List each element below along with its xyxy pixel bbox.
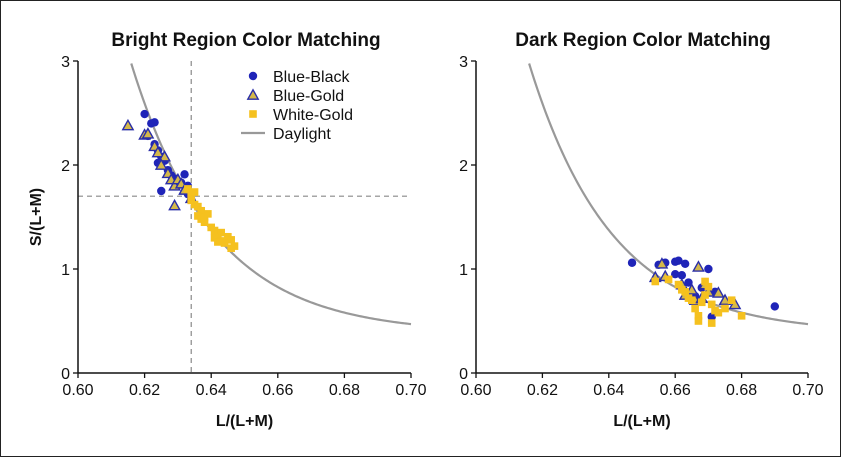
white-gold-point	[674, 280, 683, 289]
white-gold-point	[217, 228, 225, 237]
white-gold-point	[204, 210, 212, 218]
blue-gold-point	[711, 286, 725, 298]
blue-black-point	[677, 271, 687, 280]
blue-gold-point	[685, 283, 699, 295]
x-tick-label: 0.68	[726, 382, 757, 399]
white-gold-point	[707, 319, 716, 327]
white-gold-point	[214, 238, 222, 246]
white-gold-point	[678, 286, 686, 294]
y-tick-label: 3	[61, 54, 70, 71]
white-gold-point	[737, 312, 746, 320]
legend-blue-black-label: Blue-Black	[273, 69, 350, 86]
blue-black-point	[704, 264, 713, 274]
blue-gold-point	[168, 198, 181, 211]
x-tick-label: 0.70	[792, 382, 823, 399]
legend-white-gold-label: White-Gold	[273, 107, 353, 124]
daylight-curve	[528, 63, 809, 326]
white-gold-point	[701, 277, 709, 286]
blue-gold-point	[718, 293, 732, 306]
white-gold-point	[721, 304, 729, 313]
white-gold-point	[197, 206, 206, 215]
blue-gold-point	[141, 127, 155, 139]
blue-black-point	[684, 278, 693, 287]
white-gold-point	[184, 185, 192, 193]
y-axis-label: S/(L+M)	[28, 188, 45, 246]
x-tick-label: 0.66	[262, 382, 293, 399]
blue-black-point	[680, 259, 690, 268]
white-gold-point	[187, 196, 196, 205]
white-gold-point	[210, 226, 219, 235]
daylight-curve	[130, 63, 412, 326]
white-gold-point	[227, 244, 235, 252]
blue-black-point	[157, 186, 166, 196]
panel-bright-region: Bright Region Color Matching 0.60 0.62 0.64…	[28, 30, 427, 430]
y-tick-label: 2	[459, 158, 468, 175]
blue-black-point	[150, 118, 159, 127]
white-gold-point	[200, 218, 209, 226]
blue-black-point	[627, 258, 637, 267]
y-tick-label: 2	[61, 158, 70, 175]
y-tick-label: 3	[459, 54, 468, 71]
white-gold-point	[697, 298, 706, 307]
white-gold-point	[704, 282, 713, 291]
x-tick-label: 0.70	[395, 382, 426, 399]
white-gold-point	[727, 296, 736, 304]
legend-blue-gold-swatch	[246, 88, 260, 100]
x-tick-label: 0.66	[660, 382, 691, 399]
blue-black-point	[671, 270, 680, 279]
y-tick-label: 0	[459, 366, 468, 383]
blue-black-point	[770, 302, 779, 311]
x-axis-label: L/(L+M)	[216, 413, 273, 430]
chart-title: Dark Region Color Matching	[515, 30, 770, 51]
white-gold-point	[194, 202, 202, 211]
white-gold-point	[694, 312, 703, 320]
blue-gold-point	[151, 145, 165, 158]
blue-gold-point	[154, 158, 168, 170]
legend-white-gold-swatch	[249, 110, 257, 118]
white-gold-point	[664, 275, 673, 284]
white-gold-point	[694, 317, 703, 325]
legend-blue-black-swatch	[248, 71, 258, 81]
white-gold-point	[688, 296, 696, 304]
y-tick-label: 1	[459, 262, 468, 279]
chart-title: Bright Region Color Matching	[111, 30, 380, 51]
x-tick-label: 0.68	[329, 382, 360, 399]
x-tick-label: 0.62	[527, 382, 558, 399]
x-tick-label: 0.60	[460, 382, 491, 399]
blue-black-point	[140, 109, 149, 119]
panel-dark-region: Dark Region Color Matching 0.60 0.62 0.64 0.…	[459, 30, 824, 430]
white-gold-point	[701, 291, 709, 299]
x-tick-label: 0.60	[62, 382, 93, 399]
white-gold-point	[210, 234, 219, 242]
legend-daylight-label: Daylight	[273, 126, 331, 143]
blue-black-point	[707, 312, 716, 322]
x-tick-label: 0.64	[196, 382, 227, 399]
x-tick-label: 0.62	[129, 382, 160, 399]
blue-black-point	[674, 256, 683, 265]
blue-gold-point	[121, 118, 135, 131]
x-axis-label: L/(L+M)	[613, 413, 670, 430]
white-gold-point	[691, 304, 699, 313]
blue-gold-point	[692, 260, 705, 272]
blue-gold-point	[158, 150, 171, 162]
y-tick-label: 0	[61, 366, 70, 383]
white-gold-point	[220, 239, 229, 247]
x-tick-label: 0.64	[593, 382, 624, 399]
legend-blue-gold-label: Blue-Gold	[273, 88, 344, 105]
y-tick-label: 1	[61, 262, 70, 279]
white-gold-point	[714, 308, 723, 317]
white-gold-point	[707, 300, 716, 309]
blue-gold-point	[655, 257, 669, 269]
white-gold-point	[227, 236, 235, 244]
white-gold-point	[651, 277, 660, 286]
white-gold-point	[190, 188, 199, 196]
blue-black-point	[180, 170, 189, 179]
